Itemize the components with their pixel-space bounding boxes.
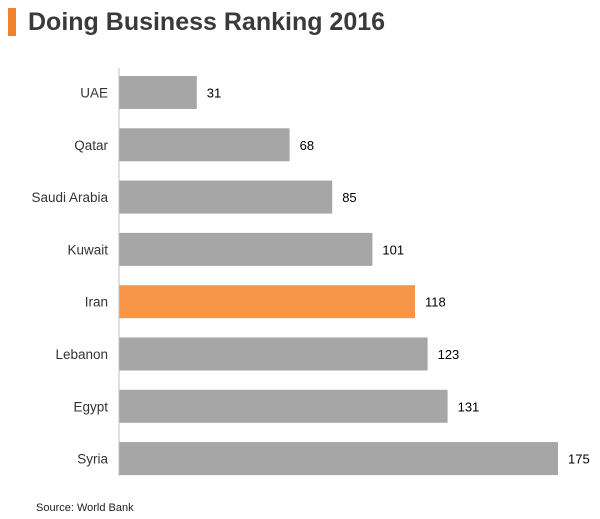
bar-uae (119, 76, 197, 109)
value-label: 118 (425, 295, 446, 310)
title-accent-bar (8, 8, 16, 36)
bar-kuwait (119, 232, 373, 266)
value-label: 131 (458, 399, 480, 414)
value-label: 31 (207, 86, 221, 101)
category-label: Saudi Arabia (31, 190, 108, 205)
category-label: Iran (85, 295, 108, 310)
category-label: Qatar (74, 138, 108, 153)
category-label: Syria (77, 452, 108, 467)
bar-saudi-arabia (119, 180, 333, 214)
value-label: 101 (382, 242, 404, 257)
bar-syria (119, 442, 558, 476)
value-label: 123 (438, 347, 460, 362)
category-label: UAE (80, 86, 108, 101)
value-label: 85 (342, 190, 356, 205)
bar-qatar (119, 128, 290, 162)
bar-egypt (119, 389, 448, 423)
source-note: Source: World Bank (36, 502, 134, 514)
value-label: 68 (300, 138, 314, 153)
bar-iran (119, 285, 415, 319)
chart-title: Doing Business Ranking 2016 (28, 8, 386, 36)
value-label: 175 (568, 452, 590, 467)
bar-lebanon (119, 337, 428, 371)
category-label: Egypt (73, 399, 108, 414)
category-label: Kuwait (67, 242, 108, 257)
category-label: Lebanon (55, 347, 108, 362)
